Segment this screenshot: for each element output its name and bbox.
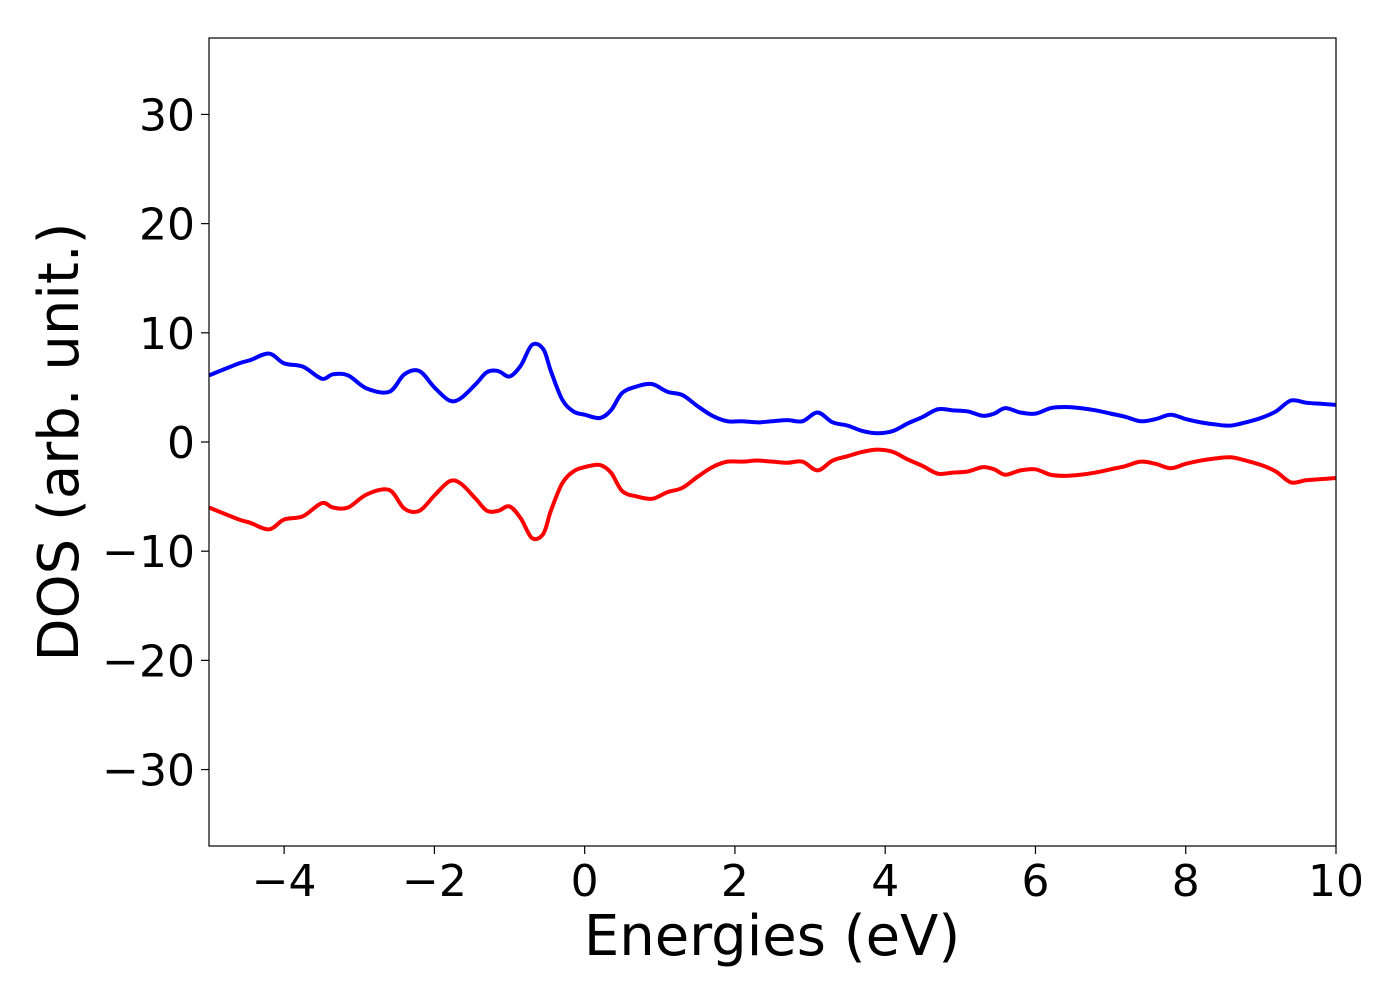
x-tick-label: 2 bbox=[721, 856, 749, 907]
y-tick-label: 10 bbox=[139, 309, 195, 360]
plot-area bbox=[209, 38, 1336, 846]
x-tick-label: −2 bbox=[402, 856, 467, 907]
x-axis-ticks: −4 −2 0 2 4 6 8 10 bbox=[252, 846, 1364, 907]
series-layer bbox=[208, 341, 1337, 542]
y-tick-label: −20 bbox=[102, 636, 195, 687]
plot-frame bbox=[208, 37, 1337, 847]
x-tick-label: 10 bbox=[1308, 856, 1364, 907]
x-tick-label: 0 bbox=[571, 856, 599, 907]
y-axis-label: DOS (arb. unit.) bbox=[27, 222, 92, 661]
x-tick-label: 4 bbox=[871, 856, 899, 907]
series-line-red bbox=[208, 447, 1337, 542]
x-tick-label: 6 bbox=[1021, 856, 1049, 907]
x-tick-label: −4 bbox=[252, 856, 317, 907]
y-axis-ticks: 30 20 10 0 −10 −20 −30 bbox=[102, 90, 209, 797]
y-tick-label: 20 bbox=[139, 200, 195, 251]
y-tick-label: −10 bbox=[102, 527, 195, 578]
x-tick-label: 8 bbox=[1172, 856, 1200, 907]
y-tick-label: 0 bbox=[167, 418, 195, 469]
x-axis-label: Energies (eV) bbox=[584, 904, 960, 969]
series-line-blue bbox=[208, 341, 1337, 436]
y-tick-label: 30 bbox=[139, 90, 195, 141]
y-tick-label: −30 bbox=[102, 746, 195, 797]
